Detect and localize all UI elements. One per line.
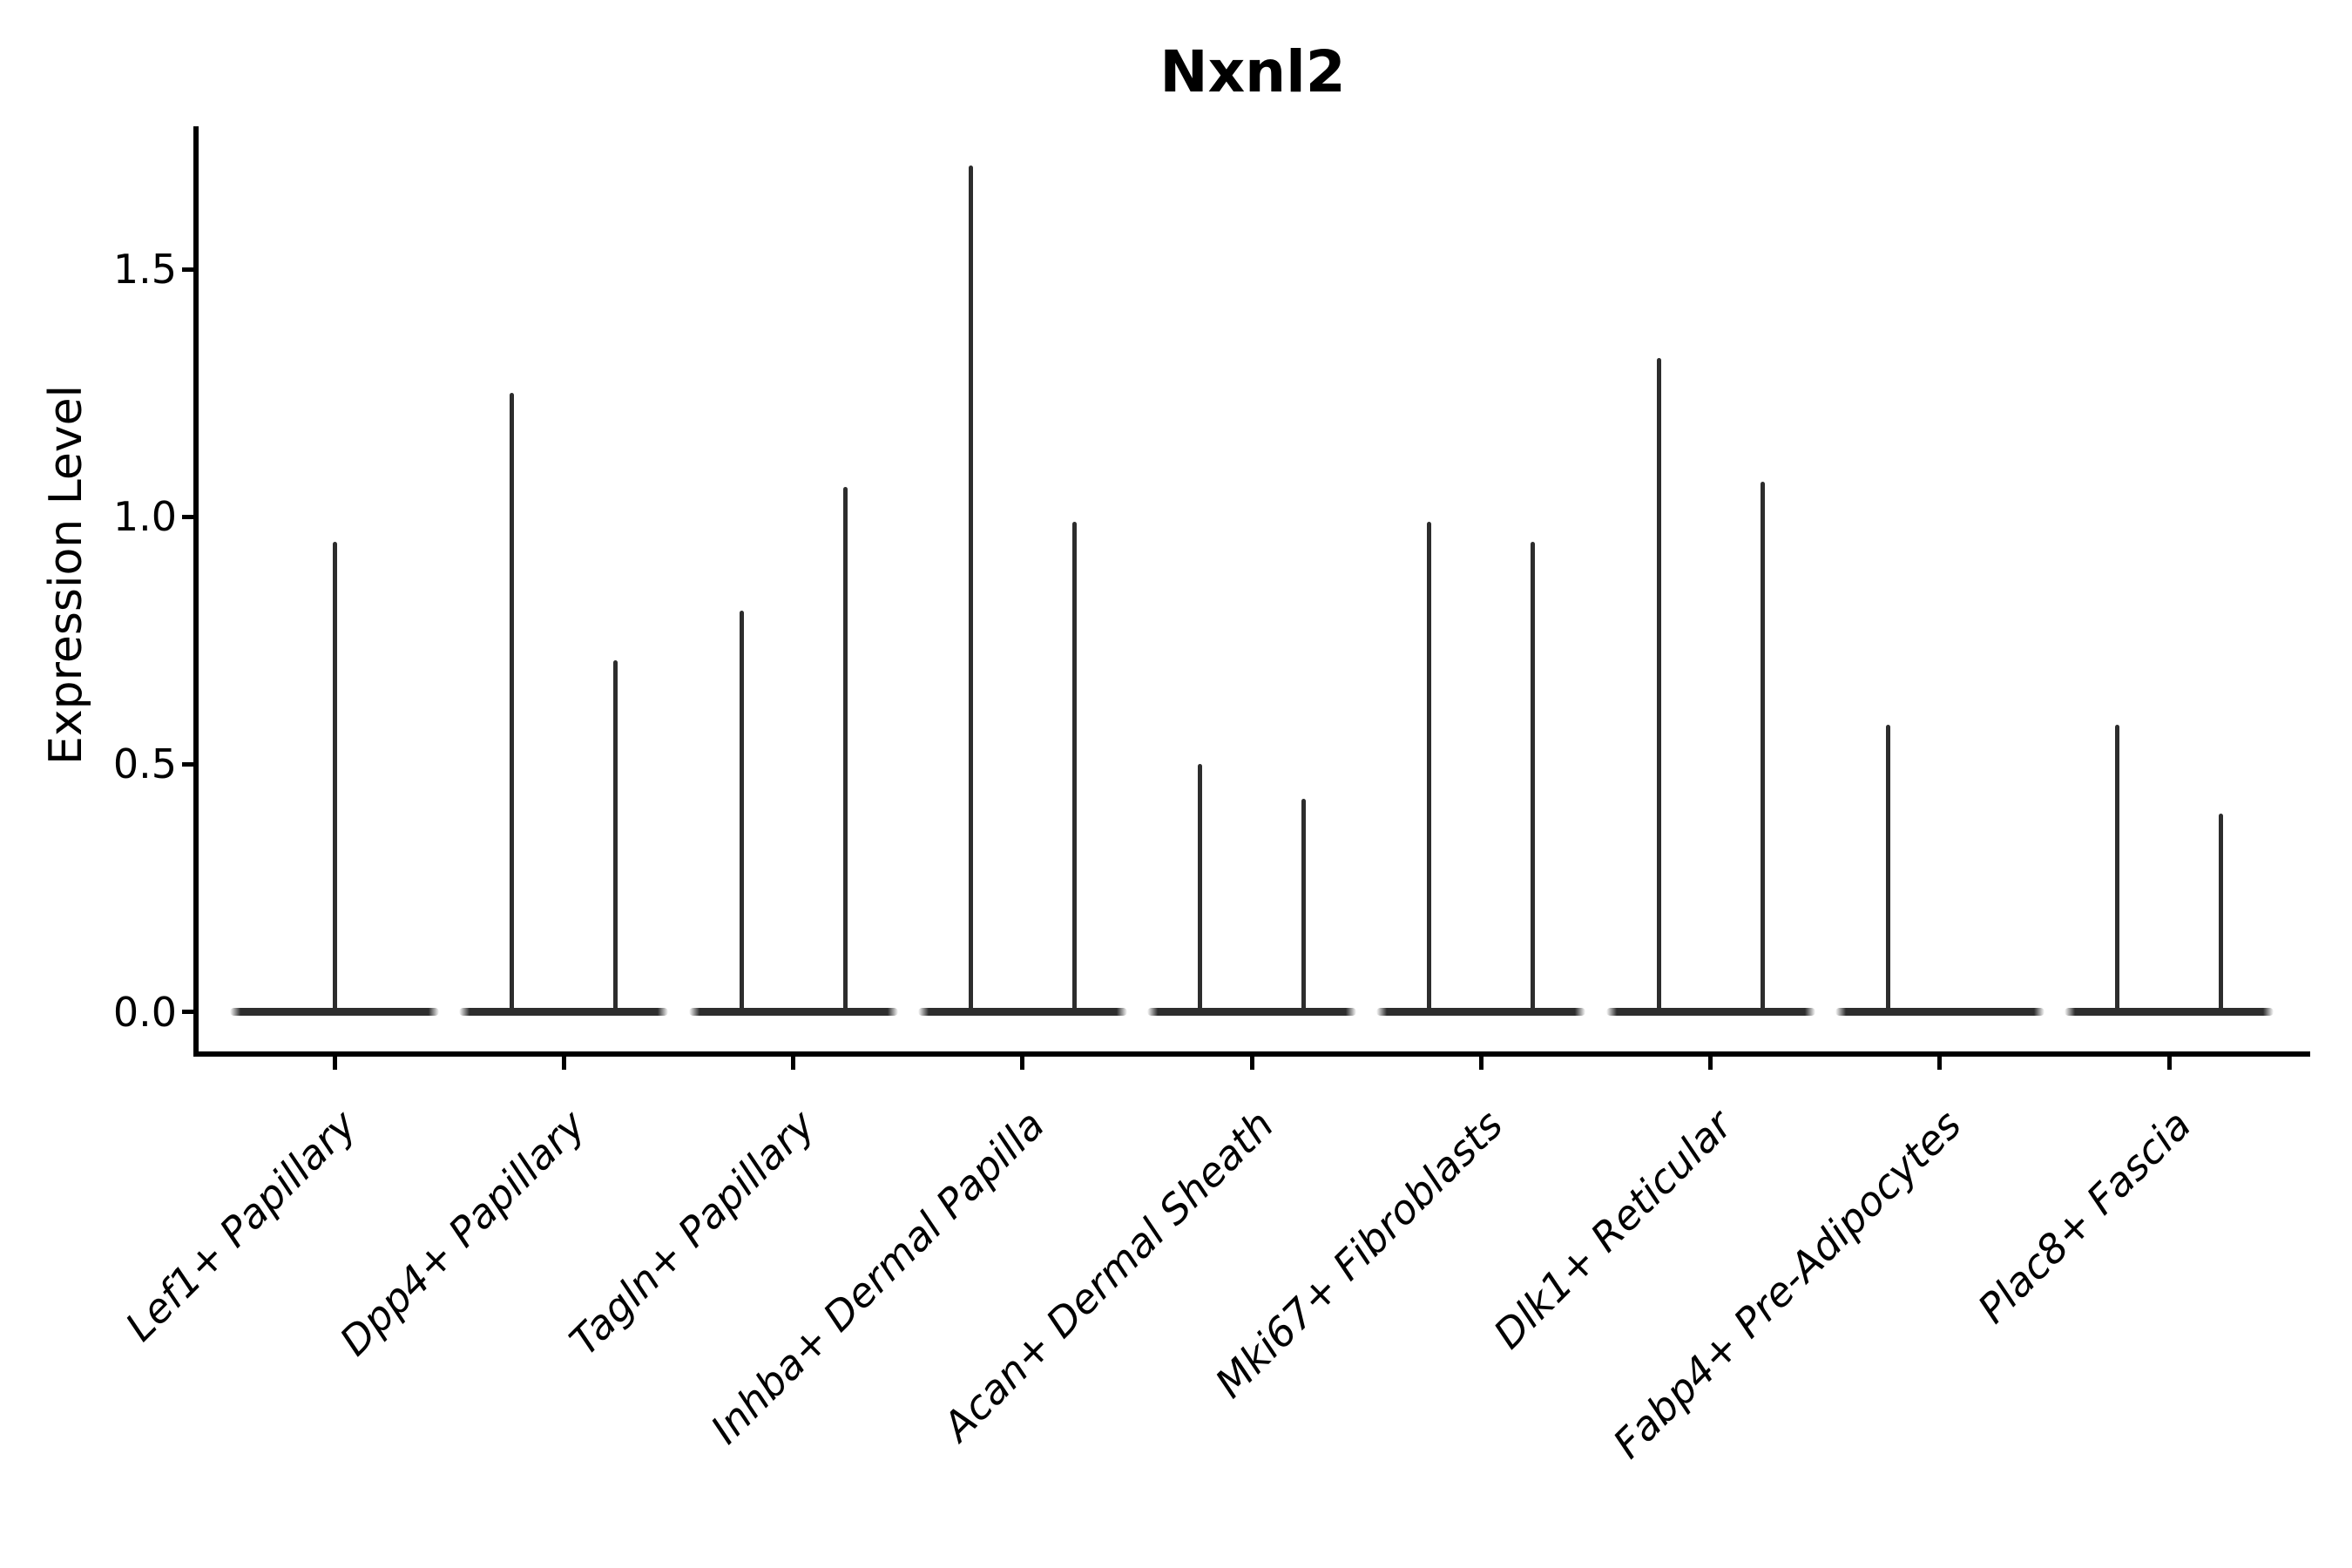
x-tick-mark xyxy=(1249,1057,1254,1070)
violin-spike xyxy=(1198,764,1202,1012)
plot-title: Nxnl2 xyxy=(1159,38,1346,105)
violin-baseline xyxy=(1605,1008,1815,1016)
violin-spike xyxy=(1301,799,1306,1012)
violin-spike xyxy=(1427,521,1432,1012)
x-tick-mark xyxy=(791,1057,795,1070)
violin-spike xyxy=(739,611,744,1012)
y-tick-label: 1.0 xyxy=(112,493,177,541)
x-axis-spine xyxy=(193,1051,2310,1057)
x-tick-mark xyxy=(332,1057,337,1070)
violin-spike xyxy=(1760,482,1765,1012)
violin-spike xyxy=(2219,814,2223,1012)
y-tick-label: 1.5 xyxy=(112,246,177,294)
y-tick-mark xyxy=(182,761,193,767)
y-tick-mark xyxy=(182,514,193,519)
y-tick-mark xyxy=(182,1010,193,1014)
violin-spike xyxy=(1531,541,1536,1012)
violin-spike xyxy=(842,487,848,1012)
x-tick-mark xyxy=(1708,1057,1713,1070)
y-axis-label: Expression Level xyxy=(40,384,92,766)
violin-baseline xyxy=(1147,1008,1356,1016)
violin-baseline xyxy=(1376,1008,1586,1016)
violin-baseline xyxy=(688,1008,898,1016)
x-tick-mark xyxy=(1478,1057,1484,1070)
x-tick-label: Dpp4+ Papillary xyxy=(330,1100,595,1365)
violin-spike xyxy=(613,660,618,1012)
violin-spike xyxy=(2115,724,2119,1012)
x-tick-mark xyxy=(561,1057,566,1070)
y-axis-spine xyxy=(193,126,199,1057)
violin-baseline xyxy=(230,1008,439,1016)
x-tick-label: Tagln+ Papillary xyxy=(560,1100,824,1365)
violin-spike xyxy=(968,165,973,1012)
x-tick-label: Dlk1+ Reticular xyxy=(1484,1100,1741,1358)
violin-spike xyxy=(1656,358,1661,1012)
violin-spike xyxy=(1071,521,1077,1012)
violin-spike xyxy=(332,541,337,1012)
violin-baseline xyxy=(917,1008,1127,1016)
x-tick-label: Lef1+ Papillary xyxy=(116,1100,366,1350)
x-tick-mark xyxy=(1020,1057,1025,1070)
violin-baseline xyxy=(1835,1008,2044,1016)
violin-baseline xyxy=(2065,1008,2274,1016)
y-tick-mark xyxy=(182,267,193,272)
y-tick-label: 0.5 xyxy=(112,740,177,788)
x-tick-mark xyxy=(2166,1057,2172,1070)
violin-baseline xyxy=(459,1008,669,1016)
x-tick-label: Plac8+ Fascia xyxy=(1968,1100,2200,1333)
violin-spike xyxy=(1885,724,1890,1012)
y-tick-label: 0.0 xyxy=(112,988,177,1036)
violin-spike xyxy=(510,393,515,1012)
x-tick-mark xyxy=(1937,1057,1943,1070)
